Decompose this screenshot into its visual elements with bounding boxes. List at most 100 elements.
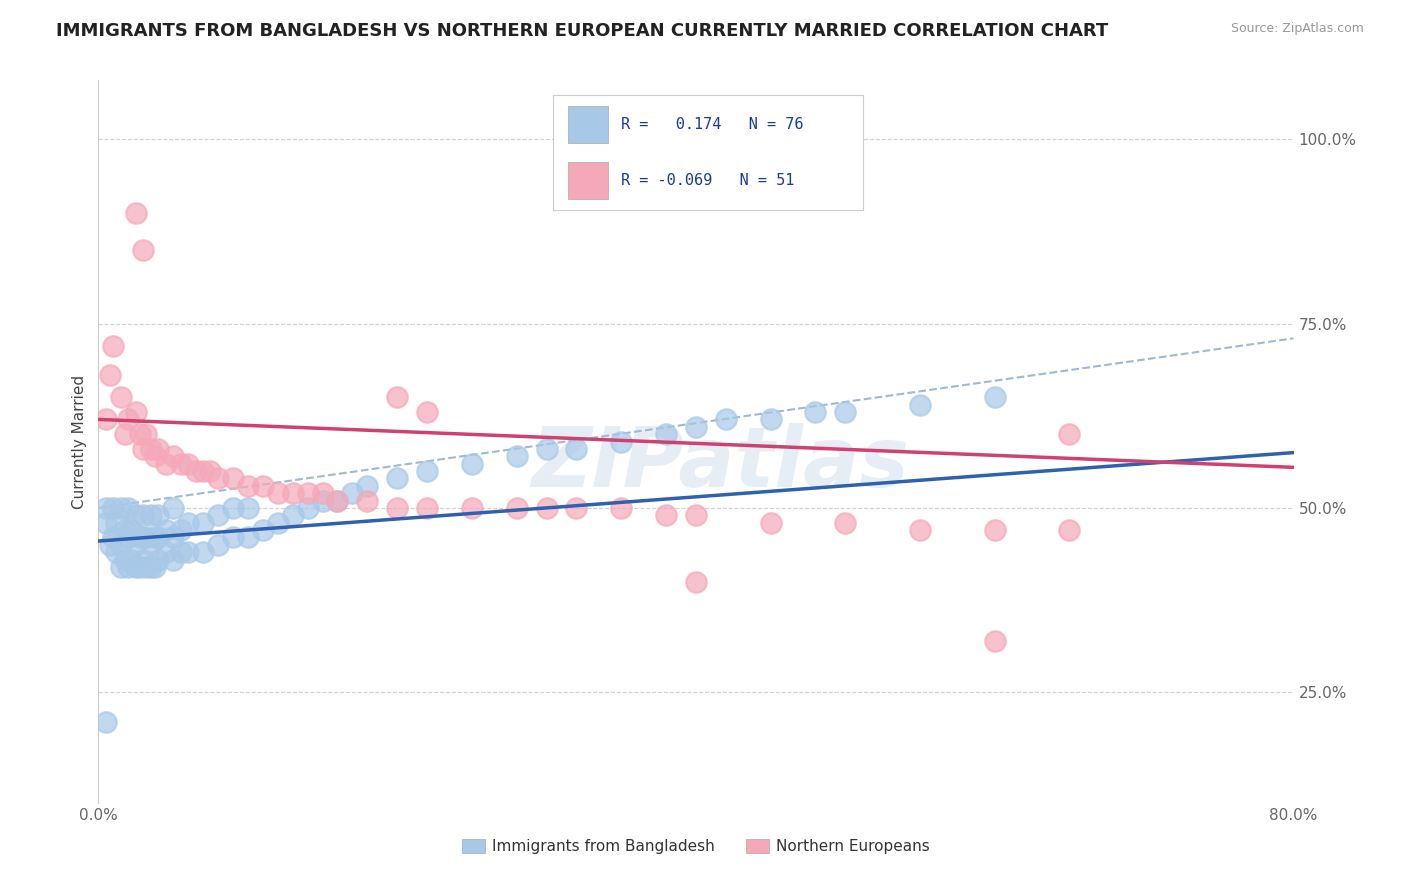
Point	[94, 500, 117, 515]
Point	[759, 412, 782, 426]
Point	[984, 523, 1007, 537]
Point	[132, 552, 155, 566]
Point	[311, 493, 333, 508]
Point	[461, 500, 484, 515]
Point	[326, 493, 349, 508]
Point	[162, 530, 184, 544]
Point	[281, 486, 304, 500]
Point	[148, 508, 170, 523]
Point	[281, 508, 304, 523]
Point	[117, 412, 139, 426]
Point	[125, 405, 148, 419]
Point	[207, 538, 229, 552]
Point	[565, 500, 588, 515]
Point	[685, 508, 707, 523]
Point	[162, 500, 184, 515]
Point	[98, 538, 122, 552]
Point	[148, 552, 170, 566]
Point	[506, 450, 529, 464]
Point	[1059, 427, 1081, 442]
Point	[191, 516, 214, 530]
Point	[385, 500, 409, 515]
Point	[222, 471, 245, 485]
Point	[252, 523, 274, 537]
Point	[655, 427, 678, 442]
Point	[135, 560, 157, 574]
Point	[143, 560, 166, 574]
Point	[385, 390, 409, 404]
Point	[155, 457, 177, 471]
Text: IMMIGRANTS FROM BANGLADESH VS NORTHERN EUROPEAN CURRENTLY MARRIED CORRELATION CH: IMMIGRANTS FROM BANGLADESH VS NORTHERN E…	[56, 22, 1108, 40]
Point	[117, 500, 139, 515]
Point	[207, 471, 229, 485]
Point	[125, 560, 148, 574]
Point	[120, 523, 142, 537]
Point	[132, 508, 155, 523]
Point	[252, 479, 274, 493]
Point	[714, 412, 737, 426]
Point	[94, 412, 117, 426]
Point	[267, 516, 290, 530]
Point	[139, 442, 162, 456]
Point	[834, 405, 856, 419]
Point	[506, 500, 529, 515]
Point	[236, 500, 259, 515]
Point	[129, 427, 152, 442]
Point	[114, 552, 136, 566]
Point	[1059, 523, 1081, 537]
Text: ZIPatlas: ZIPatlas	[531, 423, 908, 504]
Point	[222, 530, 245, 544]
Point	[148, 442, 170, 456]
Point	[297, 486, 319, 500]
Point	[169, 457, 191, 471]
Point	[342, 486, 364, 500]
Point	[297, 500, 319, 515]
Point	[169, 523, 191, 537]
Point	[98, 368, 122, 383]
Point	[184, 464, 207, 478]
Point	[148, 530, 170, 544]
Point	[117, 530, 139, 544]
Point	[162, 450, 184, 464]
Point	[685, 419, 707, 434]
Point	[103, 339, 125, 353]
Point	[143, 450, 166, 464]
Point	[117, 560, 139, 574]
Point	[267, 486, 290, 500]
Point	[984, 633, 1007, 648]
Point	[804, 405, 827, 419]
Point	[191, 545, 214, 559]
Point	[105, 545, 128, 559]
Point	[416, 405, 439, 419]
Point	[536, 500, 558, 515]
Point	[461, 457, 484, 471]
Point	[155, 523, 177, 537]
Point	[110, 390, 132, 404]
Point	[132, 243, 155, 257]
Point	[125, 206, 148, 220]
Point	[169, 545, 191, 559]
Point	[177, 516, 200, 530]
Point	[132, 442, 155, 456]
Point	[125, 508, 148, 523]
Point	[834, 516, 856, 530]
Point	[191, 464, 214, 478]
Point	[139, 538, 162, 552]
Point	[103, 530, 125, 544]
Point	[200, 464, 222, 478]
Point	[536, 442, 558, 456]
Point	[135, 427, 157, 442]
Point	[610, 434, 633, 449]
Point	[177, 545, 200, 559]
Point	[139, 508, 162, 523]
Point	[416, 464, 439, 478]
Point	[143, 530, 166, 544]
Point	[114, 523, 136, 537]
Point	[132, 530, 155, 544]
Point	[129, 530, 152, 544]
Text: Source: ZipAtlas.com: Source: ZipAtlas.com	[1230, 22, 1364, 36]
Point	[110, 538, 132, 552]
Point	[162, 552, 184, 566]
Point	[94, 714, 117, 729]
Point	[139, 560, 162, 574]
